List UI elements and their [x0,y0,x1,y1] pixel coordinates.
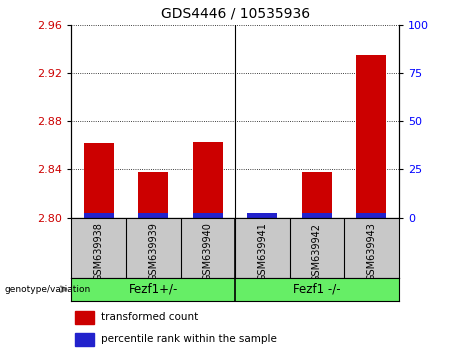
Text: GSM639943: GSM639943 [366,223,377,281]
Text: transformed count: transformed count [101,312,198,322]
Bar [356,55,386,218]
Bar [84,143,114,218]
Bar [356,213,386,218]
Bar [84,213,114,218]
Title: GDS4446 / 10535936: GDS4446 / 10535936 [160,7,310,21]
Bar [193,213,223,218]
Bar [302,172,332,218]
Text: GSM639939: GSM639939 [148,223,158,281]
Text: Fezf1 -/-: Fezf1 -/- [293,283,341,296]
Bar [75,311,95,324]
Bar [138,213,168,218]
Text: GSM639941: GSM639941 [257,223,267,281]
Text: Fezf1+/-: Fezf1+/- [129,283,178,296]
Text: genotype/variation: genotype/variation [5,285,91,294]
Text: percentile rank within the sample: percentile rank within the sample [101,335,277,344]
Bar [248,213,278,218]
Text: GSM639942: GSM639942 [312,223,322,281]
Text: GSM639940: GSM639940 [203,223,213,281]
Bar [138,172,168,218]
Bar [302,213,332,218]
Text: GSM639938: GSM639938 [94,223,104,281]
Bar [75,333,95,346]
Bar [193,142,223,218]
